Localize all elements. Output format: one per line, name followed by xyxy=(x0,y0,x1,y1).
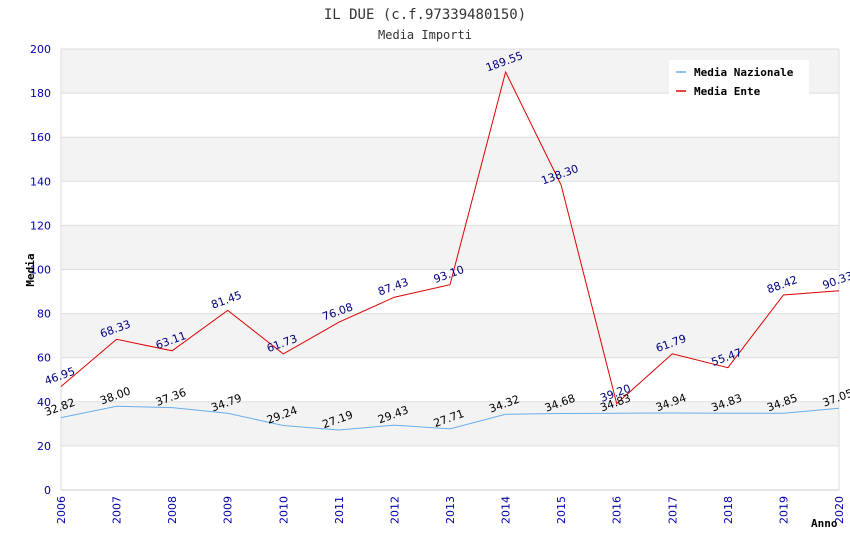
y-tick-label: 180 xyxy=(30,87,51,100)
y-tick-label: 200 xyxy=(30,43,51,56)
band xyxy=(61,93,839,138)
y-tick-label: 100 xyxy=(30,264,51,277)
x-tick-label: 2012 xyxy=(388,496,401,524)
band xyxy=(61,445,839,490)
y-tick-label: 160 xyxy=(30,131,51,144)
series-line-media-nazionale xyxy=(60,405,840,431)
x-tick-label: 2009 xyxy=(222,496,235,524)
x-axis-label: Anno xyxy=(811,517,838,530)
band xyxy=(61,313,839,358)
x-tick-label: 2020 xyxy=(833,496,846,524)
band xyxy=(61,225,839,270)
y-tick-label: 20 xyxy=(37,440,51,453)
y-tick-label: 60 xyxy=(37,352,51,365)
band xyxy=(61,181,839,226)
y-tick-label: 140 xyxy=(30,175,51,188)
x-tick-label: 2017 xyxy=(666,496,679,524)
series-lines xyxy=(60,70,840,431)
x-tick-label: 2008 xyxy=(166,496,179,524)
x-tick-label: 2016 xyxy=(611,496,624,524)
y-axis-label: Media xyxy=(24,253,37,286)
x-tick-label: 2018 xyxy=(722,496,735,524)
band xyxy=(61,137,839,182)
series-line-media-ente xyxy=(60,70,840,405)
band xyxy=(61,269,839,314)
y-tick-label: 120 xyxy=(30,219,51,232)
x-tick-label: 2006 xyxy=(55,496,68,524)
y-axis-ticks: 0 20 40 60 80 100 120 140 160 180 200 xyxy=(30,43,51,497)
legend-label: Media Nazionale xyxy=(694,66,794,79)
chart-title: IL DUE (c.f.97339480150) xyxy=(324,7,526,23)
legend-label: Media Ente xyxy=(694,85,761,98)
legend: Media Nazionale Media Ente xyxy=(669,60,809,98)
legend-box xyxy=(669,60,809,98)
x-axis-ticks: 2006 2007 2008 2009 2010 2011 2012 2013 2014 2015… xyxy=(55,496,846,524)
x-tick-label: 2015 xyxy=(555,496,568,524)
x-tick-label: 2014 xyxy=(500,496,513,524)
gridlines xyxy=(60,48,840,491)
background-bands xyxy=(61,49,839,490)
x-tick-label: 2007 xyxy=(111,496,124,524)
y-tick-label: 80 xyxy=(37,308,51,321)
x-tick-label: 2013 xyxy=(444,496,457,524)
x-tick-label: 2011 xyxy=(333,496,346,524)
y-tick-label: 40 xyxy=(37,396,51,409)
chart-subtitle: Media Importi xyxy=(378,28,472,42)
band xyxy=(61,357,839,402)
x-tick-label: 2010 xyxy=(277,496,290,524)
x-tick-label: 2019 xyxy=(777,496,790,524)
y-tick-label: 0 xyxy=(44,484,51,497)
